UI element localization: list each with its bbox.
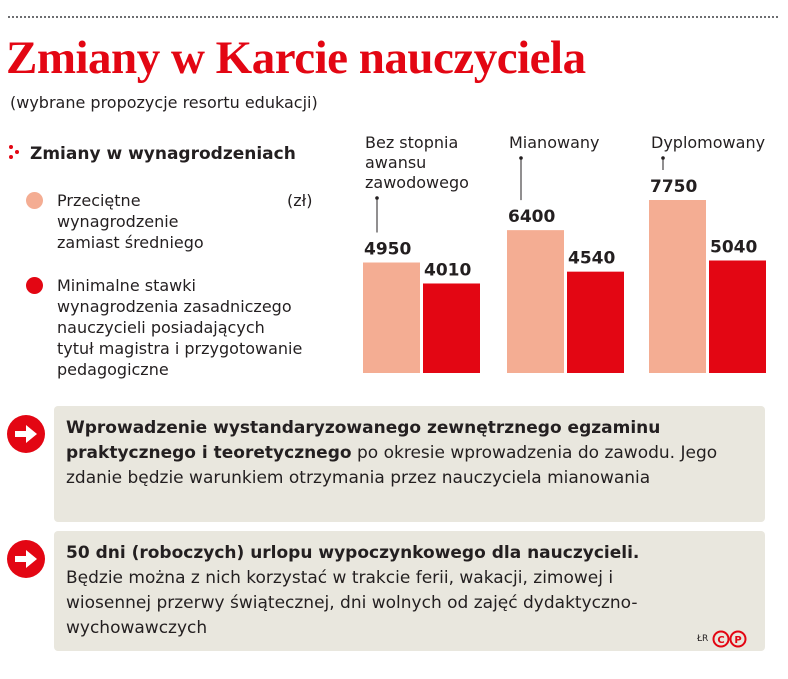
legend-swatch-minimum: [26, 277, 43, 294]
info-box-exam: [54, 406, 765, 522]
info-bold-leave: 50 dni (roboczych) urlopu wypoczynkowego…: [66, 543, 640, 563]
value-label-dyplomowany-minimum: 5040: [710, 237, 757, 257]
page-subtitle: (wybrane propozycje resortu edukacji): [10, 93, 318, 112]
category-label-bez-stopnia: Bez stopnia: [365, 133, 458, 152]
top-rule: [8, 16, 778, 18]
info-text-leave: 50 dni (roboczych) urlopu wypoczynkowego…: [66, 541, 696, 641]
dots-icon: [9, 145, 19, 159]
bar-bez-stopnia-average: [363, 262, 420, 373]
value-label-bez-stopnia-minimum: 4010: [424, 260, 471, 280]
credit: ŁR C P: [697, 630, 748, 648]
leader-dot: [375, 196, 379, 200]
bar-dyplomowany-average: [649, 200, 706, 373]
legend-swatch-average: [26, 192, 43, 209]
value-label-bez-stopnia-average: 4950: [364, 240, 411, 260]
category-label-bez-stopnia: awansu: [365, 153, 426, 172]
value-label-dyplomowany-average: 7750: [650, 177, 697, 197]
publisher-logo-icon: C P: [712, 630, 747, 648]
category-label-dyplomowany: Dyplomowany: [651, 133, 765, 152]
legend-item-minimum: Minimalne stawki wynagrodzenia zasadnicz…: [26, 275, 302, 380]
category-label-mianowany: Mianowany: [509, 133, 599, 152]
arrow-right-icon: [7, 415, 45, 453]
svg-text:P: P: [735, 635, 742, 646]
category-label-bez-stopnia: zawodowego: [365, 173, 469, 192]
bar-bez-stopnia-minimum: [423, 283, 480, 373]
section-title: Zmiany w wynagrodzeniach: [30, 144, 296, 164]
value-label-mianowany-minimum: 4540: [568, 249, 615, 269]
svg-text:C: C: [718, 635, 725, 646]
info-body-exam: po okresie wprowadzenia do zawodu. Jego …: [66, 443, 718, 488]
bar-dyplomowany-minimum: [709, 260, 766, 373]
bar-mianowany-average: [507, 230, 564, 373]
legend-label-minimum: Minimalne stawki wynagrodzenia zasadnicz…: [57, 276, 303, 379]
arrow-right-icon: [7, 540, 45, 578]
leader-dot: [519, 156, 523, 160]
value-label-mianowany-average: 6400: [508, 207, 555, 227]
info-text-exam: Wprowadzenie wystandaryzowanego zewnętrz…: [66, 416, 756, 491]
info-box-leave: [54, 531, 765, 651]
bar-mianowany-minimum: [567, 271, 624, 373]
leader-dot: [661, 156, 665, 160]
section-header: Zmiany w wynagrodzeniach: [8, 143, 296, 165]
legend-label-average: Przeciętne wynagrodzenie zamiast średnie…: [57, 191, 204, 252]
info-bold-exam: Wprowadzenie wystandaryzowanego zewnętrz…: [66, 418, 661, 463]
page-title: Zmiany w Karcie nauczyciela: [6, 32, 586, 84]
credit-author: ŁR: [697, 634, 709, 644]
unit-label: (zł): [287, 191, 313, 210]
info-body-leave: Będzie można z nich korzystać w trakcie …: [66, 568, 638, 638]
legend-item-average: Przeciętne wynagrodzenie zamiast średnie…: [26, 190, 204, 253]
